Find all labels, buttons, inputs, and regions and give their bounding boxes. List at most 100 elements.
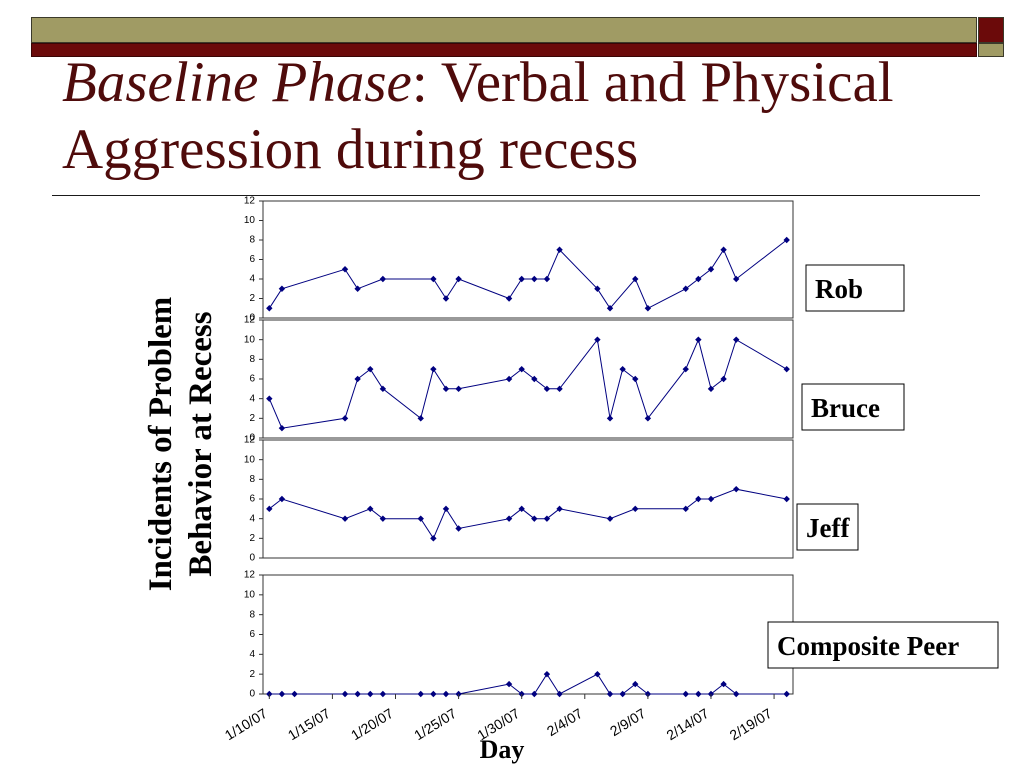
data-point	[733, 336, 740, 343]
x-tick-label: 1/15/07	[285, 705, 333, 743]
series-label-box	[801, 383, 905, 431]
data-point	[266, 505, 273, 513]
y-tick-label: 8	[249, 609, 255, 620]
data-point	[543, 275, 551, 283]
data-point	[606, 415, 614, 422]
x-tick-label: 2/14/07	[663, 705, 711, 743]
data-point	[430, 535, 437, 542]
data-point	[354, 690, 361, 698]
data-point	[278, 690, 286, 698]
y-tick-label: 6	[249, 494, 255, 505]
data-point	[278, 424, 286, 432]
series-line	[268, 338, 787, 429]
data-point	[606, 305, 614, 312]
data-point	[556, 246, 563, 253]
data-point	[341, 415, 349, 422]
data-point	[417, 690, 424, 698]
data-point	[367, 365, 374, 373]
plot-frame	[262, 319, 794, 439]
data-point	[720, 375, 727, 383]
data-point	[278, 285, 286, 292]
y-tick-label: 4	[249, 513, 255, 524]
data-point	[594, 670, 601, 678]
data-point	[556, 690, 563, 698]
y-tick-label: 4	[249, 274, 255, 285]
series-line	[268, 488, 787, 540]
panel-bruce: 0 2 4 6 8 10 12 Bruce	[244, 315, 905, 444]
data-point	[430, 275, 437, 283]
data-point	[531, 275, 538, 283]
data-point	[341, 266, 349, 273]
data-point	[606, 690, 614, 698]
data-point	[783, 236, 790, 244]
data-point	[442, 505, 450, 513]
data-point	[505, 295, 513, 302]
data-point	[632, 680, 639, 688]
data-point	[430, 690, 437, 698]
data-point	[682, 690, 689, 698]
data-point	[417, 415, 424, 422]
corner-square-olive	[978, 43, 1004, 57]
y-tick-label: 2	[249, 413, 255, 424]
data-point	[720, 680, 727, 688]
y-tick-label: 0	[249, 553, 255, 564]
plot-frame	[262, 574, 794, 695]
series-label: Composite Peer	[777, 631, 959, 661]
corner-square-maroon	[978, 17, 1004, 43]
slide-title: Baseline Phase: Verbal and Physical Aggr…	[62, 49, 962, 183]
data-point	[644, 305, 652, 312]
x-tick-label: 1/20/07	[348, 705, 396, 743]
series-label: Jeff	[806, 513, 850, 543]
x-tick-label: 1/25/07	[411, 705, 459, 743]
data-point	[783, 365, 790, 373]
data-point	[518, 275, 525, 283]
data-point	[556, 385, 563, 393]
data-point	[505, 375, 513, 383]
data-point	[632, 375, 639, 383]
panel-jeff: 0 2 4 6 8 10 12 Jeff	[244, 435, 859, 564]
data-point	[606, 515, 614, 522]
y-tick-label: 10	[244, 454, 256, 465]
y-tick-label: 12	[244, 570, 256, 581]
data-point	[531, 515, 538, 522]
y-tick-label: 0	[249, 689, 255, 700]
data-point	[518, 365, 525, 373]
panel-rob: 0 2 4 6 8 10 12 Rob	[244, 196, 905, 324]
plot-frame	[262, 200, 794, 319]
data-point	[354, 285, 361, 292]
data-point	[531, 375, 538, 383]
data-point	[505, 680, 513, 688]
data-point	[455, 275, 462, 283]
data-point	[632, 275, 639, 283]
series-label: Bruce	[811, 393, 880, 423]
data-point	[707, 385, 715, 393]
data-point	[543, 515, 551, 522]
data-point	[682, 505, 689, 513]
data-point	[379, 385, 387, 393]
data-point	[682, 285, 689, 292]
data-point	[291, 690, 298, 698]
y-tick-label: 6	[249, 629, 255, 640]
data-point	[695, 336, 702, 343]
data-point	[417, 515, 424, 522]
series-label: Rob	[815, 274, 863, 304]
y-tick-label: 10	[244, 334, 256, 345]
data-point	[695, 690, 702, 698]
title-divider	[52, 195, 980, 196]
data-point	[695, 495, 702, 503]
y-tick-label: 12	[244, 196, 256, 207]
slide-title-italic: Baseline Phase	[62, 51, 412, 114]
data-point	[707, 495, 715, 503]
data-point	[644, 415, 652, 422]
x-tick-label: 2/9/07	[607, 705, 649, 739]
data-point	[505, 515, 513, 522]
data-point	[783, 495, 790, 503]
data-point	[442, 295, 450, 302]
data-point	[733, 275, 740, 283]
y-tick-label: 4	[249, 649, 255, 660]
header-bar-maroon	[31, 43, 977, 57]
data-point	[367, 690, 374, 698]
data-point	[518, 505, 525, 513]
